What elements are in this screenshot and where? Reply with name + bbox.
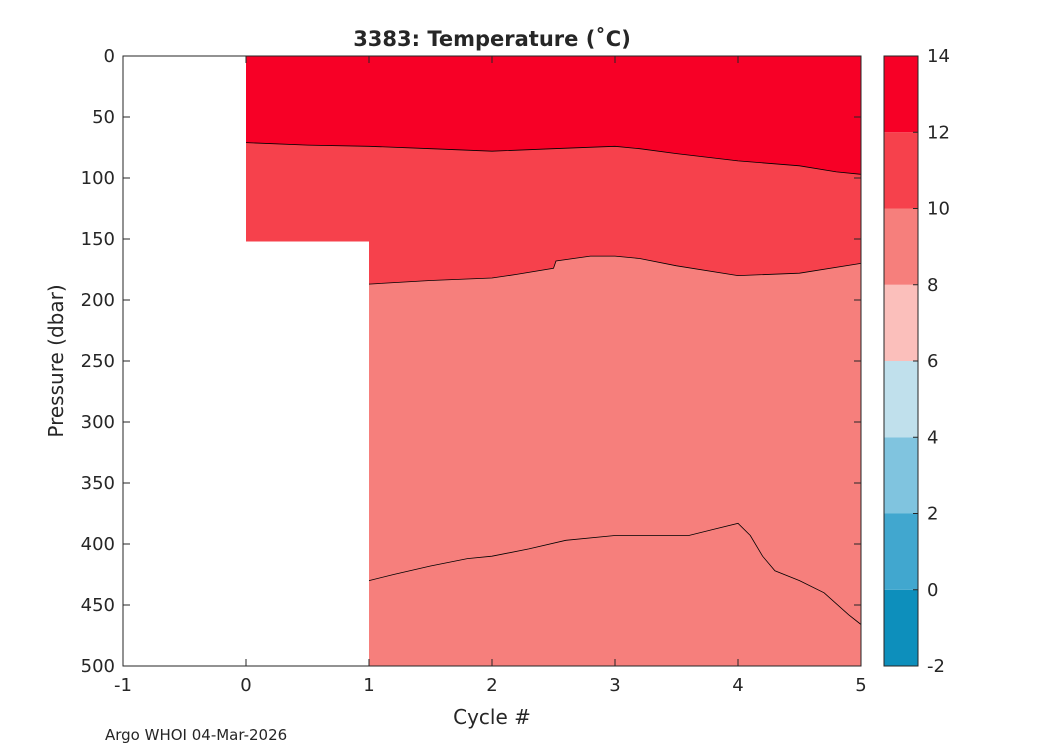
x-tick-label: 3 <box>609 675 620 696</box>
x-tick-label: 1 <box>363 675 374 696</box>
y-axis: 0 50 100 150 200 250 300 350 400 450 500 <box>81 46 861 677</box>
colorbar-tick-label: 0 <box>927 580 938 601</box>
band-8-10 <box>369 256 861 666</box>
colorbar-tick: 14 <box>913 46 950 67</box>
y-tick-label: 450 <box>81 595 115 616</box>
colorbar-band <box>884 208 918 285</box>
y-tick-label: 350 <box>81 473 115 494</box>
colorbar-band <box>884 56 918 133</box>
colorbar-tick-label: 10 <box>927 199 950 220</box>
y-tick: 50 <box>92 107 861 128</box>
y-tick-label: 400 <box>81 534 115 555</box>
colorbar-band <box>884 284 918 361</box>
footer-credit: Argo WHOI 04-Mar-2026 <box>105 726 288 744</box>
y-tick-label: 300 <box>81 412 115 433</box>
x-tick-label: 0 <box>240 675 251 696</box>
x-tick-label: 2 <box>486 675 497 696</box>
y-tick-label: 200 <box>81 290 115 311</box>
colorbar-tick: 10 <box>913 199 950 220</box>
x-tick: 5 <box>855 56 867 696</box>
band-10-12 <box>246 142 861 285</box>
y-tick: 100 <box>81 168 861 189</box>
contour-lines <box>245 142 862 625</box>
x-axis-label: Cycle # <box>453 705 531 729</box>
x-tick: -1 <box>114 56 132 696</box>
x-tick: 2 <box>486 56 498 696</box>
y-tick: 400 <box>81 534 861 555</box>
y-tick: 150 <box>81 229 861 250</box>
x-tick: 3 <box>609 56 621 696</box>
colorbar: -2 0 2 4 6 8 10 12 14 <box>883 46 950 677</box>
colorbar-tick-label: 12 <box>927 122 950 143</box>
y-tick-label: 100 <box>81 168 115 189</box>
colorbar-tick-label: 4 <box>927 427 938 448</box>
y-tick-label: 150 <box>81 229 115 250</box>
y-tick-label: 0 <box>104 46 115 67</box>
chart-title: 3383: Temperature (˚C) <box>353 27 631 51</box>
colorbar-tick-label: 2 <box>927 504 938 525</box>
colorbar-band <box>884 589 918 666</box>
y-tick: 250 <box>81 351 861 372</box>
filled-contour-bands <box>246 56 861 666</box>
y-tick: 500 <box>81 656 861 677</box>
y-tick: 300 <box>81 412 861 433</box>
y-tick: 200 <box>81 290 861 311</box>
colorbar-band <box>884 513 918 590</box>
x-tick: 4 <box>732 56 744 696</box>
colorbar-tick-label: -2 <box>927 656 945 677</box>
colorbar-band <box>884 437 918 514</box>
colorbar-band <box>884 132 918 209</box>
colorbar-tick: 12 <box>913 122 950 143</box>
colorbar-tick-label: 14 <box>927 46 950 67</box>
plot-area <box>122 55 862 667</box>
colorbar-tick: 0 <box>913 580 938 601</box>
y-tick-label: 250 <box>81 351 115 372</box>
y-tick: 350 <box>81 473 861 494</box>
colorbar-tick: 6 <box>913 351 938 372</box>
contour-line-8 <box>368 522 862 625</box>
colorbar-tick: 8 <box>913 275 938 296</box>
contour-line-10 <box>368 255 862 285</box>
x-axis: -1 0 1 2 3 4 5 <box>114 56 867 696</box>
colorbar-tick: -2 <box>913 656 945 677</box>
y-tick-label: 50 <box>92 107 115 128</box>
x-tick-label: -1 <box>114 675 132 696</box>
y-tick: 450 <box>81 595 861 616</box>
colorbar-tick-label: 6 <box>927 351 938 372</box>
x-tick-label: 4 <box>732 675 743 696</box>
band-12-14 <box>246 56 861 175</box>
y-tick-label: 500 <box>81 656 115 677</box>
contour-line-12 <box>245 142 862 175</box>
x-tick: 1 <box>363 56 375 696</box>
colorbar-tick-label: 8 <box>927 275 938 296</box>
y-axis-label: Pressure (dbar) <box>44 284 68 437</box>
colorbar-tick: 2 <box>913 504 938 525</box>
y-tick: 0 <box>104 46 861 67</box>
x-tick-label: 5 <box>855 675 866 696</box>
x-tick: 0 <box>240 56 252 696</box>
colorbar-tick: 4 <box>913 427 938 448</box>
colorbar-band <box>884 361 918 438</box>
